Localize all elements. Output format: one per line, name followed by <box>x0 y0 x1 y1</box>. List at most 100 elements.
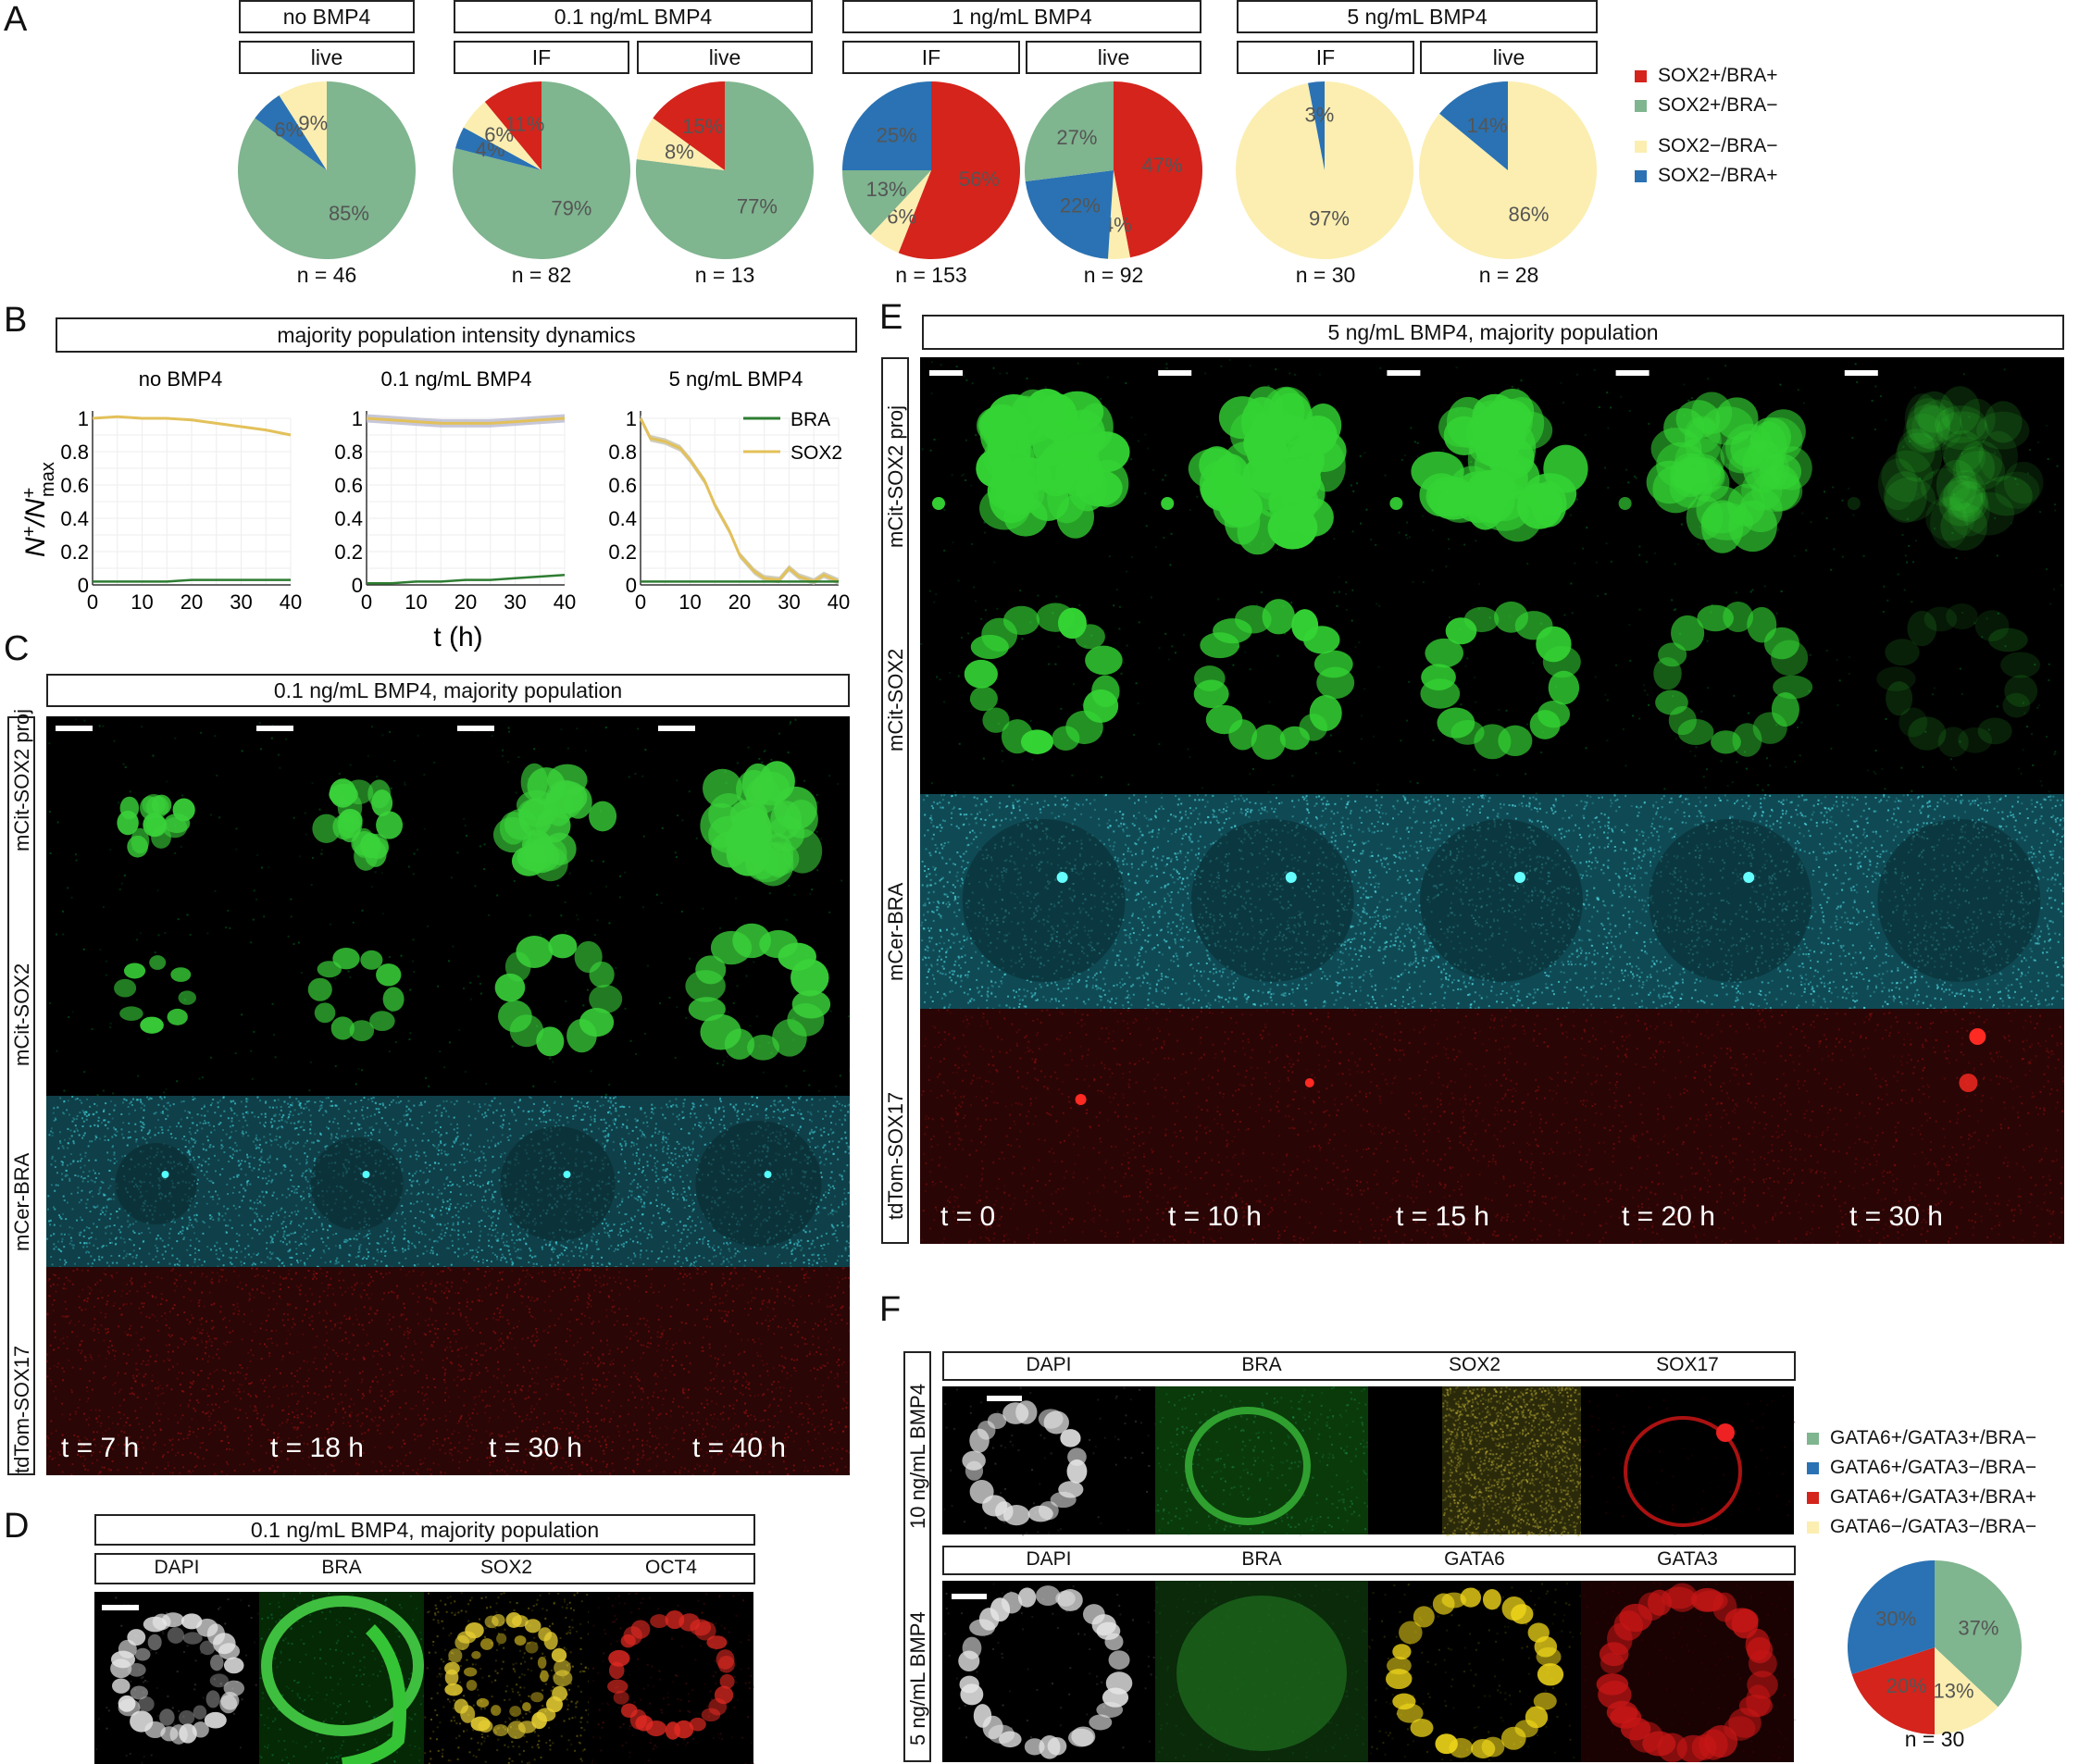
noise-speckle <box>361 1114 364 1117</box>
noise-speckle <box>434 1114 437 1117</box>
noise-speckle <box>98 1191 101 1194</box>
noise-speckle <box>317 1439 319 1442</box>
noise-speckle <box>408 1173 411 1175</box>
noise-speckle <box>308 1089 311 1092</box>
noise-speckle <box>106 1206 108 1209</box>
noise-speckle <box>778 1100 780 1103</box>
noise-speckle <box>101 1256 104 1259</box>
cell-nucleus <box>527 767 566 805</box>
noise-speckle <box>686 1162 689 1164</box>
noise-speckle <box>122 1137 125 1139</box>
noise-speckle <box>505 1240 508 1243</box>
noise-speckle <box>784 1110 787 1112</box>
noise-speckle <box>213 1129 216 1132</box>
noise-speckle <box>143 1137 146 1140</box>
noise-speckle <box>183 1110 186 1112</box>
noise-speckle <box>208 1340 211 1343</box>
noise-speckle <box>110 1254 113 1257</box>
noise-speckle <box>643 1194 646 1197</box>
noise-speckle <box>223 1219 226 1222</box>
noise-speckle <box>327 1097 330 1099</box>
noise-speckle <box>295 1213 298 1216</box>
noise-speckle <box>689 957 691 960</box>
noise-speckle <box>103 1119 106 1122</box>
noise-speckle <box>405 1124 408 1127</box>
noise-speckle <box>188 1216 191 1219</box>
noise-speckle <box>750 1115 753 1118</box>
noise-speckle <box>444 1163 447 1166</box>
noise-speckle <box>334 1104 337 1107</box>
noise-speckle <box>96 1094 99 1097</box>
noise-speckle <box>458 1185 461 1187</box>
noise-speckle <box>629 1145 632 1148</box>
noise-speckle <box>276 1158 279 1161</box>
noise-speckle <box>182 1100 185 1103</box>
noise-speckle <box>544 1110 547 1112</box>
noise-speckle <box>358 1232 361 1235</box>
noise-speckle <box>423 1221 426 1224</box>
noise-speckle <box>282 1236 285 1238</box>
noise-speckle <box>824 1258 827 1261</box>
noise-speckle <box>497 1217 500 1220</box>
noise-speckle <box>235 1257 238 1260</box>
noise-speckle <box>649 1229 652 1232</box>
noise-speckle <box>655 1464 658 1467</box>
pie-slice <box>1114 81 1202 258</box>
noise-speckle <box>444 1153 447 1156</box>
noise-speckle <box>186 1226 189 1229</box>
noise-speckle <box>690 1262 692 1265</box>
noise-speckle <box>596 1430 599 1433</box>
noise-speckle <box>782 1111 785 1113</box>
noise-speckle <box>258 1343 261 1346</box>
noise-speckle <box>816 869 819 872</box>
noise-speckle <box>530 1118 533 1121</box>
noise-speckle <box>203 1195 205 1198</box>
noise-speckle <box>71 1227 74 1230</box>
noise-speckle <box>454 1168 456 1171</box>
noise-speckle <box>466 1183 468 1186</box>
noise-speckle <box>232 1391 235 1394</box>
noise-speckle <box>682 1224 685 1227</box>
noise-speckle <box>295 1158 298 1161</box>
noise-speckle <box>707 1114 710 1117</box>
noise-speckle <box>288 1242 291 1245</box>
noise-speckle <box>676 1193 678 1196</box>
noise-speckle <box>492 1169 494 1172</box>
noise-speckle <box>643 1032 646 1035</box>
noise-speckle <box>606 1232 609 1235</box>
noise-speckle <box>836 1100 839 1103</box>
noise-speckle <box>113 1162 116 1164</box>
noise-speckle <box>291 1211 293 1214</box>
noise-speckle <box>235 1144 238 1147</box>
noise-speckle <box>50 1163 53 1166</box>
noise-speckle <box>488 1104 491 1107</box>
noise-speckle <box>201 1076 204 1079</box>
noise-speckle <box>824 1111 827 1113</box>
noise-speckle <box>254 1115 256 1118</box>
noise-speckle <box>53 1224 56 1226</box>
noise-speckle <box>570 1463 573 1466</box>
noise-speckle <box>291 1104 293 1107</box>
x-tick-label: 40 <box>554 590 576 614</box>
noise-speckle <box>469 1249 472 1252</box>
noise-speckle <box>559 1096 562 1099</box>
noise-speckle <box>115 1134 118 1137</box>
noise-speckle <box>496 894 499 897</box>
noise-speckle <box>311 1208 314 1211</box>
noise-speckle <box>332 1234 335 1236</box>
noise-speckle <box>836 1224 839 1227</box>
noise-speckle <box>542 1112 545 1114</box>
noise-speckle <box>173 1263 176 1266</box>
noise-speckle <box>604 1136 607 1138</box>
noise-speckle <box>445 1207 448 1210</box>
noise-speckle <box>471 1248 474 1251</box>
noise-speckle <box>157 1103 160 1106</box>
noise-speckle <box>201 1107 204 1110</box>
noise-speckle <box>169 1227 172 1230</box>
noise-speckle <box>644 749 647 752</box>
noise-speckle <box>656 1186 659 1189</box>
noise-speckle <box>303 1121 305 1124</box>
noise-speckle <box>191 1383 193 1385</box>
noise-speckle <box>419 1101 422 1104</box>
noise-speckle <box>812 1239 815 1242</box>
